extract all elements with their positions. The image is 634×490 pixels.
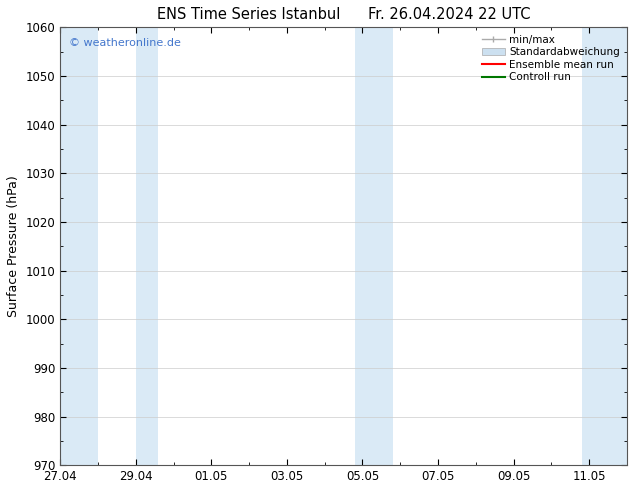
Bar: [136, 27, 158, 465]
Text: © weatheronline.de: © weatheronline.de: [68, 38, 181, 48]
Y-axis label: Surface Pressure (hPa): Surface Pressure (hPa): [7, 175, 20, 317]
Bar: [582, 27, 627, 465]
Title: ENS Time Series Istanbul      Fr. 26.04.2024 22 UTC: ENS Time Series Istanbul Fr. 26.04.2024 …: [157, 7, 530, 22]
Legend: min/max, Standardabweichung, Ensemble mean run, Controll run: min/max, Standardabweichung, Ensemble me…: [480, 32, 622, 84]
Bar: [60, 27, 98, 465]
Bar: [355, 27, 392, 465]
